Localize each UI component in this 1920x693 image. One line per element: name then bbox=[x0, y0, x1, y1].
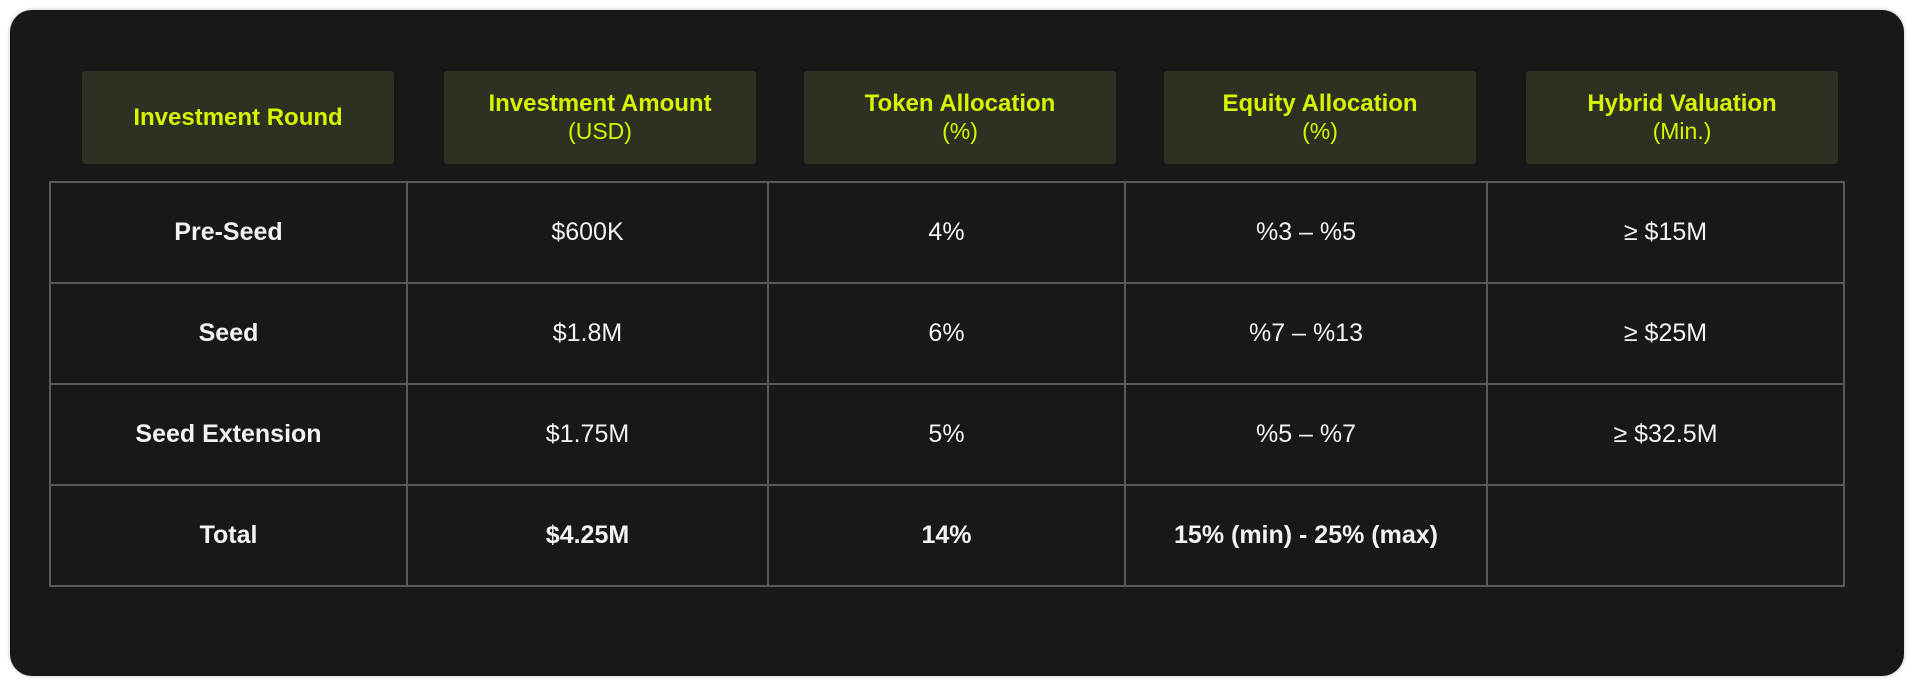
header-title: Investment Amount bbox=[488, 90, 712, 118]
cell-token: 14% bbox=[767, 484, 1126, 587]
table-row: Pre-Seed $600K 4% %3 – %5 ≥ $15M bbox=[49, 181, 1845, 284]
cell-valuation: ≥ $32.5M bbox=[1486, 383, 1845, 486]
cell-equity: %7 – %13 bbox=[1124, 282, 1488, 385]
cell-round: Seed bbox=[49, 282, 408, 385]
header-equity-allocation: Equity Allocation (%) bbox=[1164, 71, 1476, 164]
cell-amount: $600K bbox=[406, 181, 769, 284]
cell-round: Total bbox=[49, 484, 408, 587]
table-row-total: Total $4.25M 14% 15% (min) - 25% (max) bbox=[49, 484, 1845, 587]
table-row: Seed $1.8M 6% %7 – %13 ≥ $25M bbox=[49, 282, 1845, 385]
cell-valuation: ≥ $15M bbox=[1486, 181, 1845, 284]
cell-valuation bbox=[1486, 484, 1845, 587]
cell-valuation: ≥ $25M bbox=[1486, 282, 1845, 385]
header-investment-amount: Investment Amount (USD) bbox=[444, 71, 756, 164]
header-token-allocation: Token Allocation (%) bbox=[804, 71, 1116, 164]
header-investment-round: Investment Round bbox=[82, 71, 394, 164]
cell-equity: %3 – %5 bbox=[1124, 181, 1488, 284]
header-title: Investment Round bbox=[133, 103, 343, 131]
header-subtitle: (Min.) bbox=[1652, 118, 1712, 145]
cell-token: 6% bbox=[767, 282, 1126, 385]
cell-amount: $1.75M bbox=[406, 383, 769, 486]
header-subtitle: (%) bbox=[1302, 118, 1338, 145]
header-title: Token Allocation bbox=[864, 90, 1056, 118]
cell-round: Pre-Seed bbox=[49, 181, 408, 284]
header-title: Equity Allocation bbox=[1222, 90, 1418, 118]
header-subtitle: (USD) bbox=[568, 118, 632, 145]
cell-amount: $4.25M bbox=[406, 484, 769, 587]
header-subtitle: (%) bbox=[942, 118, 978, 145]
cell-equity: %5 – %7 bbox=[1124, 383, 1488, 486]
cell-round: Seed Extension bbox=[49, 383, 408, 486]
header-hybrid-valuation: Hybrid Valuation (Min.) bbox=[1526, 71, 1838, 164]
table-row: Seed Extension $1.75M 5% %5 – %7 ≥ $32.5… bbox=[49, 383, 1845, 486]
cell-token: 5% bbox=[767, 383, 1126, 486]
cell-token: 4% bbox=[767, 181, 1126, 284]
investment-table: Pre-Seed $600K 4% %3 – %5 ≥ $15M Seed $1… bbox=[49, 181, 1845, 587]
cell-equity: 15% (min) - 25% (max) bbox=[1124, 484, 1488, 587]
table-header-row: Investment Round Investment Amount (USD)… bbox=[82, 71, 1844, 164]
cell-amount: $1.8M bbox=[406, 282, 769, 385]
header-title: Hybrid Valuation bbox=[1587, 90, 1777, 118]
